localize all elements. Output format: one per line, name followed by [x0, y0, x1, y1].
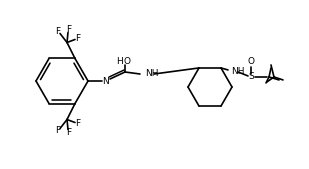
Text: O: O	[124, 57, 130, 66]
Text: O: O	[248, 57, 255, 66]
Text: NH: NH	[231, 67, 244, 76]
Text: F: F	[55, 27, 61, 36]
Text: F: F	[66, 128, 72, 137]
Text: F: F	[75, 34, 81, 43]
Text: N: N	[103, 77, 109, 86]
Text: F: F	[75, 119, 81, 128]
Text: NH: NH	[145, 69, 159, 78]
Text: F: F	[55, 126, 61, 135]
Text: F: F	[66, 25, 72, 34]
Text: H: H	[116, 57, 123, 66]
Text: S: S	[248, 73, 254, 81]
